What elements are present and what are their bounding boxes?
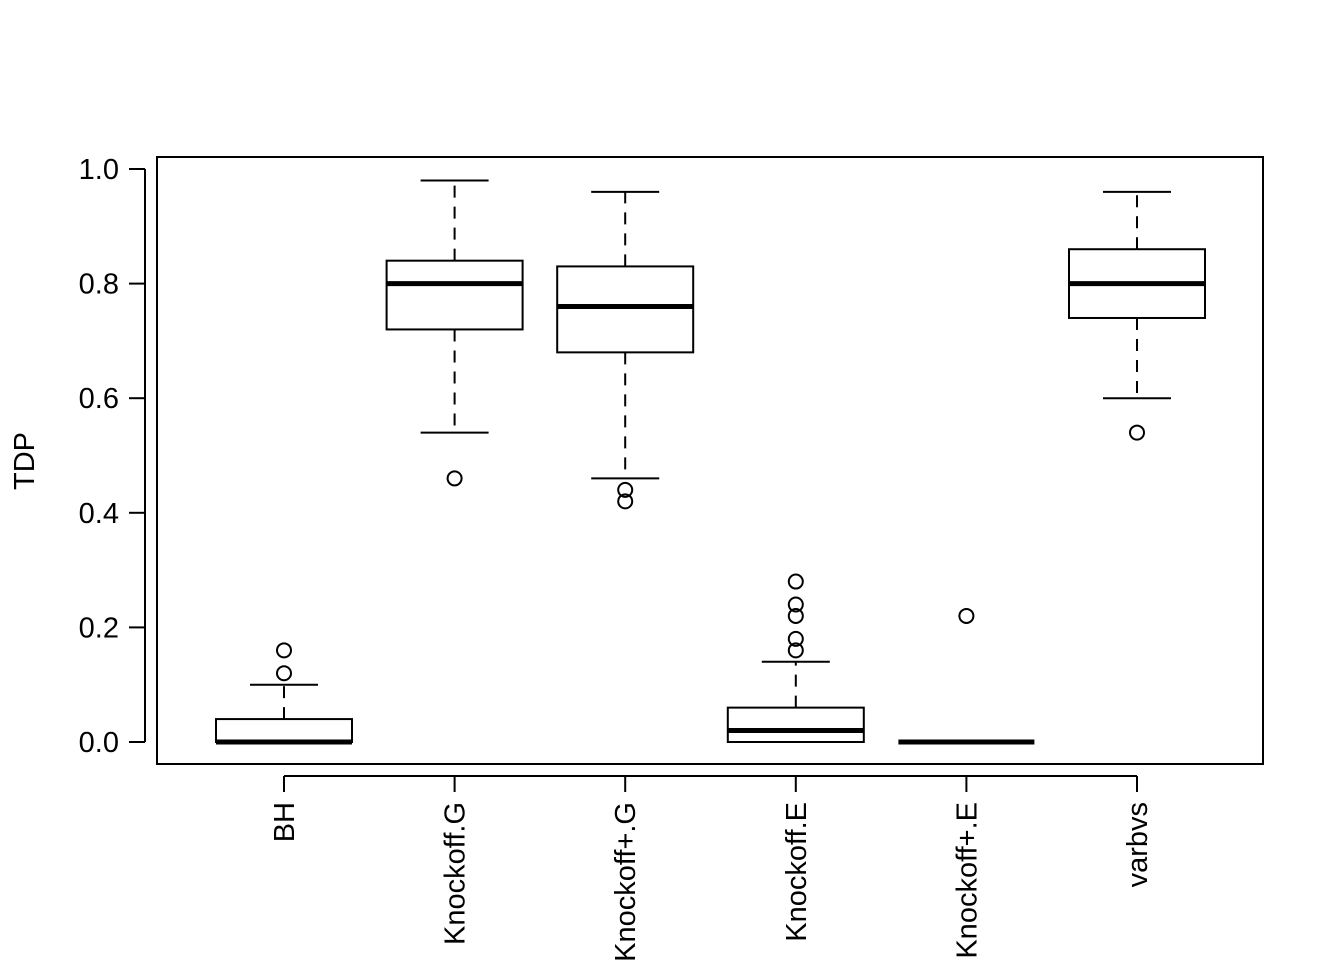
box-group-knockoff-g (385, 179, 524, 487)
y-tick-label: 0.8 (79, 269, 119, 301)
y-axis-label: TDP (9, 432, 41, 490)
y-tick-label: 0.4 (79, 498, 119, 530)
box (215, 718, 353, 744)
outlier-point (787, 630, 804, 647)
outlier-point (1129, 424, 1145, 441)
outlier-point (446, 470, 463, 487)
outlier-point (787, 607, 804, 624)
x-tick-label: varbvs (1122, 802, 1154, 887)
plot-frame (156, 156, 1264, 765)
box (726, 706, 865, 743)
box-group-knockoff-g (556, 190, 695, 510)
outlier-point (276, 665, 292, 682)
box-group-knockoff-e (898, 607, 1035, 745)
y-axis: 0.0 0.2 0.4 0.6 0.8 1.0 (79, 154, 146, 759)
outlier-point (958, 607, 975, 624)
x-tick-label: Knockoff+.G (610, 802, 642, 960)
outlier-point (787, 573, 804, 590)
boxes (215, 179, 1206, 745)
y-tick-label: 0.2 (79, 612, 119, 644)
outlier-point (787, 642, 804, 659)
box-group-bh (215, 642, 353, 745)
x-tick-label: Knockoff.G (440, 802, 472, 945)
outlier-point (617, 493, 634, 510)
x-axis: BH Knockoff.G Knockoff+.G Knockoff.E Knockof… (269, 775, 1154, 960)
x-tick-label: Knockoff+.E (951, 802, 983, 959)
x-tick-label: Knockoff.E (781, 802, 813, 942)
outlier-point (276, 642, 292, 659)
box (556, 265, 695, 354)
box (385, 259, 524, 331)
outlier-point (787, 596, 804, 613)
x-tick-label: BH (269, 802, 301, 842)
y-tick-label: 0.6 (79, 383, 119, 415)
box-group-knockoff-e (726, 573, 865, 743)
y-tick-label: 1.0 (79, 154, 119, 186)
outlier-point (617, 481, 634, 498)
y-tick-label: 0.0 (79, 727, 119, 759)
box-group-varbvs (1068, 190, 1206, 441)
